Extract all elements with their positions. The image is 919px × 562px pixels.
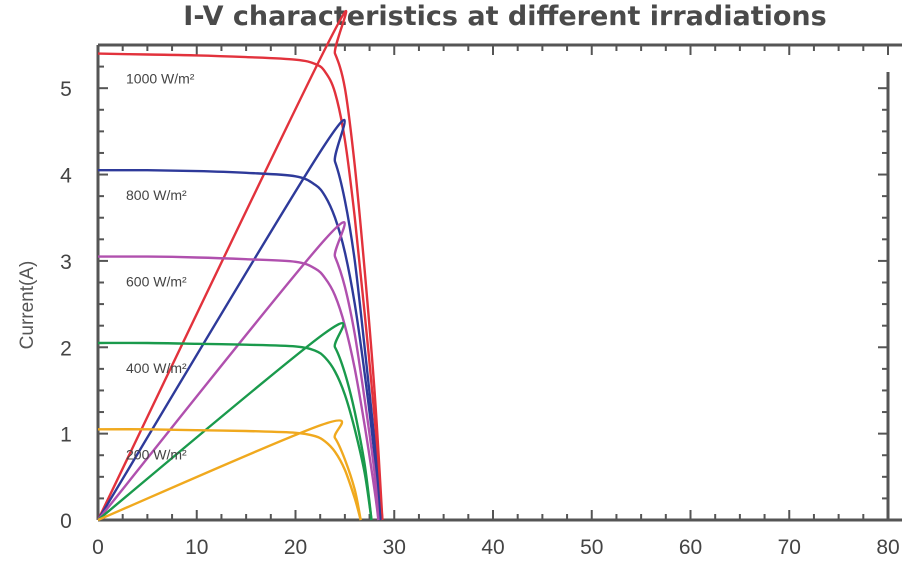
power-curve-line xyxy=(97,221,380,521)
tick-labels: 0 10 20 30 40 50 60 70 80 0 1 2 3 4 5 xyxy=(60,78,900,559)
iv-curve-line xyxy=(97,428,362,521)
x-tick-label: 60 xyxy=(679,536,702,559)
x-tick-label: 80 xyxy=(876,536,899,559)
series-label: 1000 W/m² xyxy=(126,71,195,87)
chart-title: I-V characteristics at different irradia… xyxy=(183,1,827,32)
x-tick-label: 10 xyxy=(185,536,208,559)
axis-ticks xyxy=(97,44,889,521)
power-curve-line xyxy=(97,419,362,522)
iv-curve-line xyxy=(97,341,373,521)
y-tick-label: 3 xyxy=(60,251,72,274)
power-curve-line xyxy=(96,10,384,521)
series-label: 400 W/m² xyxy=(126,360,187,376)
series-label: 600 W/m² xyxy=(126,274,187,290)
series-3: 400 W/m² xyxy=(97,321,373,521)
power-curve-line xyxy=(97,321,373,521)
series-label: 800 W/m² xyxy=(126,187,187,203)
y-tick-label: 0 xyxy=(60,510,72,533)
x-tick-label: 70 xyxy=(778,536,801,559)
y-axis-title: Current(A) xyxy=(17,261,38,350)
series-1: 800 W/m² xyxy=(96,118,382,521)
y-tick-label: 1 xyxy=(60,424,72,447)
series-2: 600 W/m² xyxy=(97,221,380,521)
y-tick-label: 4 xyxy=(60,165,72,188)
series-4: 200 W/m² xyxy=(97,419,362,522)
series-layer: 1000 W/m² 800 W/m² 600 W/m² 400 W/m² 200 W/m… xyxy=(96,10,384,522)
x-tick-label: 50 xyxy=(580,536,603,559)
plot-frame xyxy=(96,43,902,522)
iv-curve-line xyxy=(97,52,384,521)
x-tick-label: 40 xyxy=(481,536,504,559)
y-tick-label: 2 xyxy=(60,337,72,360)
series-label: 200 W/m² xyxy=(126,446,187,462)
iv-curve-line xyxy=(97,255,380,521)
x-tick-label: 0 xyxy=(92,536,104,559)
series-0: 1000 W/m² xyxy=(96,10,384,521)
iv-curve-line xyxy=(97,168,382,521)
x-tick-label: 30 xyxy=(383,536,406,559)
y-tick-label: 5 xyxy=(60,78,72,101)
x-tick-label: 20 xyxy=(284,536,307,559)
power-curve-line xyxy=(96,118,382,521)
